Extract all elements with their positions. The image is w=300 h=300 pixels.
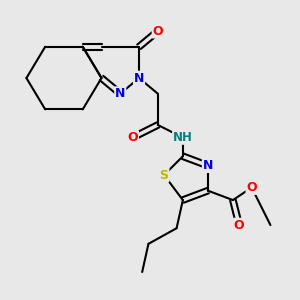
Text: N: N bbox=[203, 159, 213, 172]
Text: N: N bbox=[115, 87, 125, 100]
Text: N: N bbox=[134, 71, 144, 85]
Text: O: O bbox=[234, 219, 244, 232]
Text: O: O bbox=[246, 181, 257, 194]
Text: S: S bbox=[160, 169, 169, 182]
Text: O: O bbox=[128, 131, 138, 144]
Text: NH: NH bbox=[173, 131, 193, 144]
Text: O: O bbox=[152, 25, 163, 38]
